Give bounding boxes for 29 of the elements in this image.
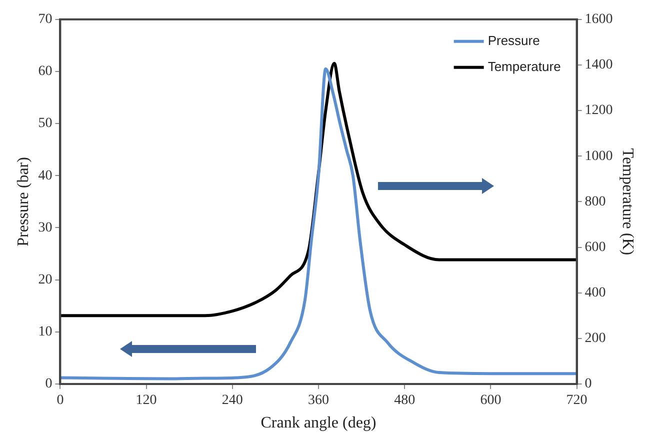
y2-tick-label: 1200 bbox=[584, 103, 613, 118]
y-tick-label: 40 bbox=[38, 168, 52, 184]
y2-tick-label: 1400 bbox=[584, 58, 613, 73]
x-tick-label: 600 bbox=[480, 393, 502, 408]
y2-axis-title: Temperature (K) bbox=[619, 148, 636, 256]
legend-label: Temperature bbox=[488, 58, 561, 74]
y-tick-label: 60 bbox=[38, 64, 52, 80]
x-tick-label: 720 bbox=[566, 393, 588, 408]
y2-tick-label: 1600 bbox=[584, 12, 613, 28]
y-tick-label: 20 bbox=[38, 272, 52, 288]
y2-tick-label: 600 bbox=[584, 240, 606, 255]
y2-tick-label: 400 bbox=[584, 286, 606, 301]
x-tick-label: 480 bbox=[394, 393, 416, 408]
x-tick-label: 120 bbox=[136, 393, 157, 408]
x-tick-label: 240 bbox=[222, 393, 243, 408]
x-axis-title: Crank angle (deg) bbox=[260, 414, 376, 432]
y2-tick-label: 200 bbox=[584, 331, 606, 346]
y-tick-label: 10 bbox=[38, 324, 52, 340]
y-tick-label: 30 bbox=[38, 220, 52, 236]
legend-label: Pressure bbox=[488, 32, 540, 48]
y-tick-label: 50 bbox=[38, 116, 52, 132]
x-tick-label: 0 bbox=[56, 393, 64, 408]
y2-tick-label: 800 bbox=[584, 194, 606, 210]
x-tick-label: 360 bbox=[308, 393, 329, 408]
y-axis-title: Pressure (bar) bbox=[14, 157, 32, 246]
y2-tick-label: 1000 bbox=[584, 148, 613, 164]
y2-tick-label: 0 bbox=[584, 376, 592, 392]
y-tick-label: 0 bbox=[45, 376, 52, 392]
y-tick-label: 70 bbox=[38, 12, 52, 28]
